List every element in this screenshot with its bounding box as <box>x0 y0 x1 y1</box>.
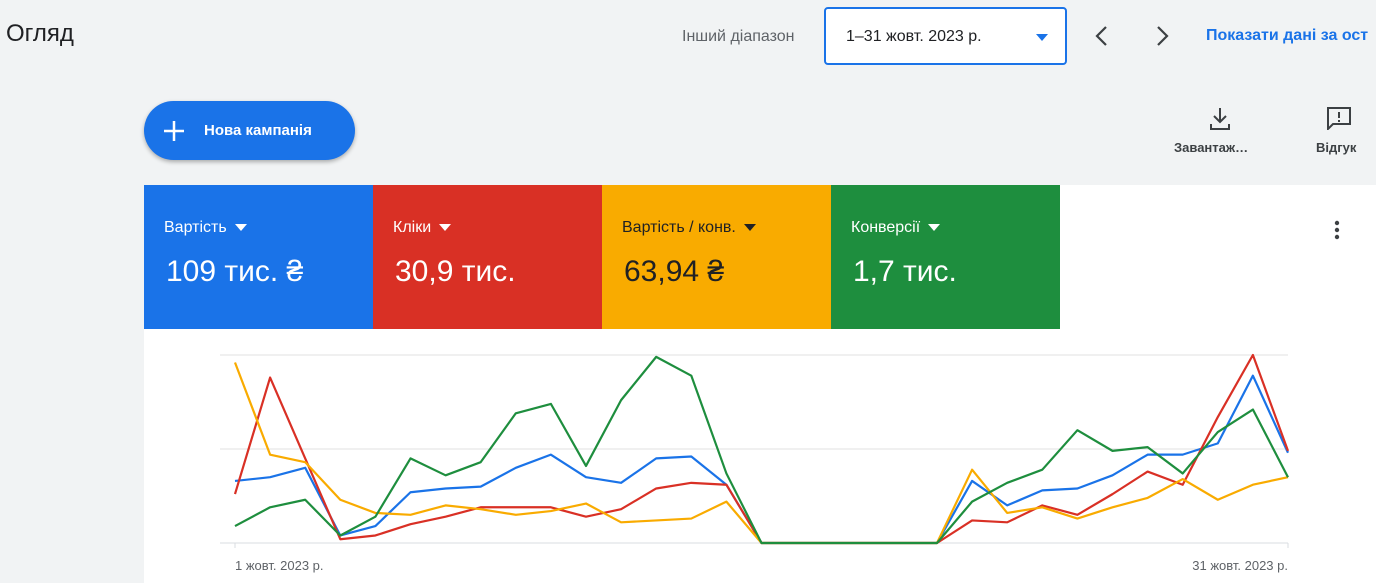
metric-header: Кліки <box>393 219 453 237</box>
dropdown-arrow <box>928 223 941 231</box>
metric-tile[interactable]: Кліки 30,9 тис. <box>373 185 602 329</box>
x-tick-label: 31 жовт. 2023 р. <box>1192 558 1288 573</box>
metric-value: 109 тис. ₴ <box>166 255 304 288</box>
metric-name: Вартість <box>164 219 227 236</box>
next-button[interactable] <box>1152 24 1172 48</box>
overview-card: Вартість 109 тис. ₴ Кліки 30,9 тис. Вартість… <box>144 185 1376 583</box>
x-tick-label: 1 жовт. 2023 р. <box>235 558 324 573</box>
dropdown-arrow <box>234 223 247 231</box>
show-data-link[interactable]: Показати дані за ост <box>1206 27 1369 44</box>
more-menu[interactable] <box>1329 219 1345 243</box>
feedback-icon[interactable] <box>1326 106 1352 130</box>
metric-header: Вартість / конв. <box>622 219 758 237</box>
download-icon[interactable] <box>1208 106 1232 132</box>
metric-tile[interactable]: Конверсії 1,7 тис. <box>831 185 1060 329</box>
dropdown-arrow <box>439 223 452 231</box>
series-line <box>234 374 1290 545</box>
line-chart: 1 жовт. 2023 р. 31 жовт. 2023 р. <box>220 353 1290 573</box>
dropdown-arrow <box>1036 34 1048 41</box>
metric-name: Кліки <box>393 219 432 236</box>
page-title: Огляд <box>6 20 74 47</box>
date-range: 1–31 жовт. 2023 р. <box>846 28 982 45</box>
feedback-label[interactable]: Відгук <box>1316 140 1357 155</box>
metric-tile[interactable]: Вартість / конв. 63,94 ₴ <box>602 185 831 329</box>
plus-icon <box>164 121 184 141</box>
dropdown-arrow <box>743 223 756 231</box>
range-label: Інший діапазон <box>682 28 795 45</box>
prev-button[interactable] <box>1092 24 1112 48</box>
metric-value: 63,94 ₴ <box>624 255 725 288</box>
download-label[interactable]: Завантаж… <box>1174 140 1249 155</box>
metric-header: Вартість <box>164 219 249 237</box>
series-line <box>234 355 1289 545</box>
metric-name: Конверсії <box>851 219 921 236</box>
new-campaign-button[interactable]: Нова кампанія <box>144 101 355 160</box>
metric-tile[interactable]: Вартість 109 тис. ₴ <box>144 185 373 329</box>
button-label: Нова кампанія <box>204 122 312 139</box>
metric-value: 30,9 тис. <box>395 255 516 288</box>
date-dropdown[interactable]: 1–31 жовт. 2023 р. <box>824 7 1067 65</box>
series-line <box>233 362 1289 545</box>
metric-value: 1,7 тис. <box>853 255 957 288</box>
metric-header: Конверсії <box>851 219 942 237</box>
metric-name: Вартість / конв. <box>622 219 736 236</box>
